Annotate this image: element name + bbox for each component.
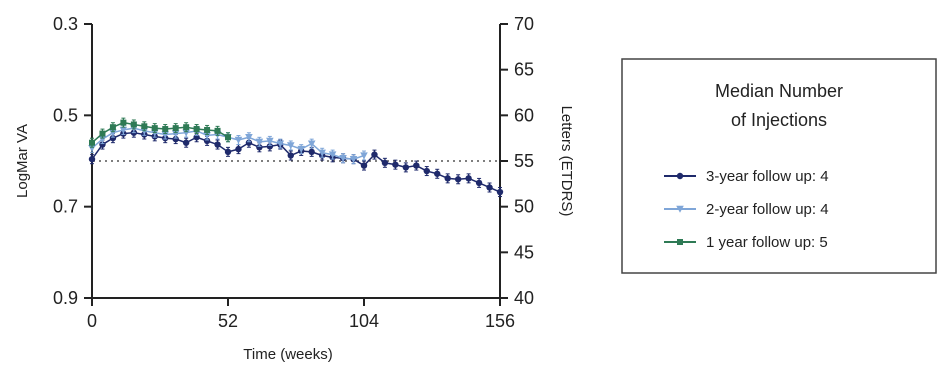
data-point <box>402 164 410 171</box>
right-axis-tick-label: 40 <box>514 288 534 308</box>
data-point <box>183 124 190 131</box>
data-point <box>225 134 231 141</box>
x-axis-tick-label: 156 <box>485 311 515 331</box>
data-point <box>287 152 294 159</box>
data-point <box>214 141 221 148</box>
legend-label: 3-year follow up: 4 <box>706 168 829 185</box>
data-point <box>486 184 493 191</box>
right-axis-tick-label: 65 <box>514 60 534 80</box>
series-1 <box>88 123 368 165</box>
data-point <box>99 130 106 137</box>
left-axis-tick-label: 0.5 <box>53 105 78 125</box>
right-axis-tick-label: 60 <box>514 105 534 125</box>
legend-label: 1 year follow up: 5 <box>706 234 828 251</box>
series-line <box>91 131 501 193</box>
data-point <box>119 126 128 134</box>
data-point <box>141 123 148 130</box>
data-point <box>297 145 306 153</box>
data-point <box>475 179 483 187</box>
data-point <box>339 155 347 163</box>
data-point <box>245 134 253 142</box>
left-axis-tick-label: 0.3 <box>53 14 78 34</box>
right-axis-title: Letters (ETDRS) <box>558 106 575 217</box>
left-axis-title: LogMar VA <box>14 124 31 198</box>
data-point <box>256 144 263 151</box>
data-point <box>214 127 221 134</box>
data-point <box>204 126 211 133</box>
right-axis-tick-label: 50 <box>514 197 534 217</box>
data-point <box>286 142 295 150</box>
legend: Median Number of Injections 3-year follow … <box>621 58 937 274</box>
data-point <box>130 121 137 128</box>
legend-title-line-1: Median Number <box>715 81 843 101</box>
data-point <box>120 119 127 126</box>
left-axis-tick-label: 0.7 <box>53 197 78 217</box>
x-axis-tick-label: 52 <box>218 311 238 331</box>
data-point <box>444 175 451 182</box>
right-axis-tick-label: 55 <box>514 151 534 171</box>
series-0 <box>88 127 504 198</box>
data-point <box>434 170 441 177</box>
data-point <box>307 140 316 148</box>
series-2 <box>89 117 231 148</box>
data-point <box>266 137 274 145</box>
data-point <box>381 159 389 167</box>
data-point <box>234 136 243 144</box>
data-point <box>235 145 242 153</box>
data-point <box>676 172 684 180</box>
data-point <box>182 139 190 146</box>
data-point <box>318 149 326 157</box>
data-point <box>151 125 158 132</box>
x-axis-tick-label: 104 <box>349 311 379 331</box>
x-axis-tick-label: 0 <box>87 311 97 331</box>
data-point <box>162 126 169 133</box>
data-point <box>99 141 106 148</box>
data-point <box>109 134 117 142</box>
data-point <box>172 125 179 132</box>
right-axis-tick-label: 70 <box>514 14 534 34</box>
data-point <box>371 151 378 158</box>
legend-title-line-2: of Injections <box>731 110 827 130</box>
data-point <box>266 143 274 150</box>
legend-label: 2-year follow up: 4 <box>706 201 829 218</box>
data-point <box>677 239 683 245</box>
data-point <box>203 137 211 145</box>
data-point <box>88 155 96 163</box>
data-point <box>423 167 430 175</box>
data-point <box>308 148 315 156</box>
data-point <box>360 152 368 160</box>
data-point <box>89 139 95 146</box>
data-point <box>360 162 368 169</box>
legend-box <box>621 58 937 274</box>
data-point <box>255 138 264 146</box>
data-point <box>328 151 337 159</box>
data-point <box>676 205 684 213</box>
x-axis-title: Time (weeks) <box>243 346 332 363</box>
data-point <box>496 188 504 196</box>
data-point <box>413 162 420 169</box>
left-axis-tick-label: 0.9 <box>53 288 78 308</box>
right-axis-tick-label: 45 <box>514 242 534 262</box>
data-point <box>454 176 462 183</box>
data-point <box>392 161 399 168</box>
data-point <box>349 155 358 163</box>
data-point <box>109 124 116 131</box>
data-point <box>245 139 253 146</box>
data-point <box>465 175 472 182</box>
data-point <box>172 135 179 143</box>
data-point <box>193 126 200 133</box>
data-point <box>224 148 232 156</box>
data-point <box>276 140 285 148</box>
